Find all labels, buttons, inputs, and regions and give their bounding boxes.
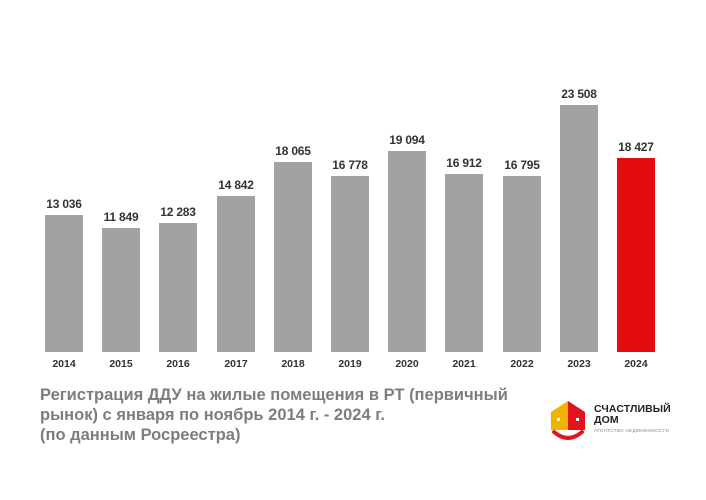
bar-2022 [503,176,541,352]
bar-value-label: 11 849 [103,210,139,224]
bar-value-label: 12 283 [160,205,196,219]
x-axis-label: 2020 [395,358,419,370]
company-logo: СЧАСТЛИВЫЙ ДОМ АГЕНТСТВО НЕДВИЖИМОСТИ [548,398,698,446]
x-axis-label: 2015 [109,358,133,370]
logo-subtitle: АГЕНТСТВО НЕДВИЖИМОСТИ [594,428,670,433]
x-axis-label: 2016 [166,358,190,370]
logo-name: СЧАСТЛИВЫЙ ДОМ [594,404,671,426]
bar-value-label: 16 778 [332,158,368,172]
bar-2019 [331,176,369,352]
bar-2016 [159,223,197,352]
caption-line-1: Регистрация ДДУ на жилые помещения в РТ … [40,386,508,404]
bar-2018 [274,162,312,352]
bar-value-label: 23 508 [561,87,597,101]
chart-caption: Регистрация ДДУ на жилые помещения в РТ … [40,385,530,445]
bar-value-label: 18 427 [618,140,654,154]
bar-value-label: 13 036 [46,197,82,211]
logo-name-line-1: СЧАСТЛИВЫЙ [594,403,671,415]
house-smile-icon [551,401,585,440]
bar-2024 [617,158,655,352]
bar-chart: 13 036 2014 11 849 2015 12 283 2016 14 842 2017… [45,87,655,370]
bar-value-label: 16 795 [504,158,540,172]
x-axis-label: 2018 [281,358,305,370]
bar-value-label: 18 065 [275,144,311,158]
bar-2021 [445,174,483,352]
x-axis-label: 2014 [52,358,76,370]
x-axis-label: 2017 [224,358,248,370]
bar-2015 [102,228,140,352]
bar-2023 [560,105,598,352]
x-axis-label: 2023 [567,358,591,370]
bar-2014 [45,215,83,352]
bar-2020 [388,151,426,352]
bar-value-label: 14 842 [218,178,254,192]
caption-line-3: (по данным Росреестра) [40,426,241,444]
x-axis-label: 2021 [452,358,476,370]
x-axis-label: 2024 [624,358,648,370]
bar-value-label: 19 094 [389,133,425,147]
bar-value-label: 16 912 [446,156,482,170]
caption-line-2: рынок) с января по ноябрь 2014 г. - 2024… [40,406,386,424]
logo-name-line-2: ДОМ [594,414,619,426]
bar-2017 [217,196,255,352]
x-axis-label: 2019 [338,358,362,370]
x-axis-label: 2022 [510,358,534,370]
